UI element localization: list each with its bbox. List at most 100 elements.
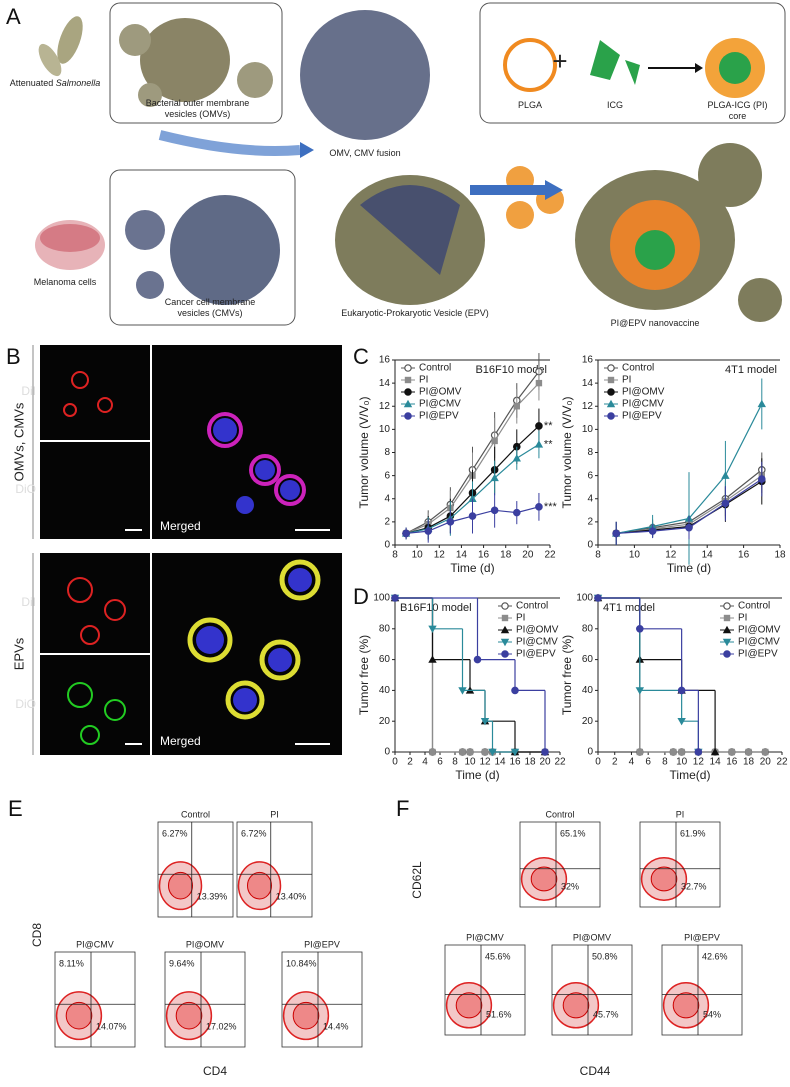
legend-label: PI@CMV — [622, 399, 664, 410]
marker — [728, 748, 736, 756]
row-label: OMVs, CMVs — [11, 402, 26, 481]
legend-label: PI — [516, 613, 525, 624]
percent: 61.9% — [680, 828, 706, 838]
y-tick-label: 8 — [384, 447, 390, 458]
marker — [635, 687, 645, 695]
marker — [710, 747, 720, 756]
percent: 32% — [561, 881, 579, 891]
x-tick-label: 16 — [478, 550, 490, 561]
panel-label: F — [396, 796, 409, 821]
marker — [512, 454, 521, 462]
y-tick-label: 4 — [384, 493, 390, 504]
legend-label: PI — [419, 375, 428, 386]
x-axis-label: Time (d) — [667, 561, 711, 575]
channel-label: DiO — [15, 697, 36, 711]
marker — [535, 379, 543, 387]
legend-marker — [404, 388, 412, 396]
y-tick-label: 60 — [379, 654, 391, 665]
marker — [511, 686, 519, 695]
x-tick-label: 14 — [710, 757, 722, 768]
row-label: EPVs — [11, 637, 26, 670]
legend-marker — [607, 412, 615, 420]
x-tick-label: 18 — [743, 757, 755, 768]
x-tick-label: 14 — [456, 550, 468, 561]
x-tick-label: 22 — [544, 550, 556, 561]
legend-label: PI — [622, 375, 631, 386]
y-tick-label: 6 — [384, 470, 390, 481]
marker — [429, 748, 436, 756]
y-axis-label: Tumor volume (V/V₀) — [357, 397, 371, 509]
marker — [446, 518, 455, 526]
marker — [535, 422, 543, 430]
contour — [650, 866, 678, 892]
x-tick-label: 20 — [539, 757, 551, 768]
marker — [468, 494, 477, 502]
contour — [530, 866, 558, 892]
x-axis-label: Time (d) — [455, 768, 499, 782]
merged-label: Merged — [160, 734, 201, 748]
percent: 6.27% — [162, 828, 188, 838]
y-tick-label: 0 — [384, 540, 390, 551]
y-tick-label: 2 — [384, 517, 390, 528]
legend-label: PI@EPV — [516, 649, 556, 660]
plot-title: PI — [676, 809, 685, 819]
legend-marker — [404, 364, 412, 372]
y-tick-label: 40 — [379, 685, 391, 696]
legend-label: PI@CMV — [516, 637, 558, 648]
x-tick-label: 12 — [665, 550, 677, 561]
y-tick-label: 20 — [582, 716, 594, 727]
y-tick-label: 8 — [587, 447, 593, 458]
annotation: *** — [544, 501, 558, 513]
x-tick-label: 8 — [392, 550, 398, 561]
marker — [612, 529, 621, 538]
channel-label: DiI — [21, 595, 36, 609]
marker — [490, 506, 499, 515]
y-tick-label: 10 — [582, 424, 594, 435]
marker — [677, 718, 686, 726]
x-tick-label: 16 — [509, 757, 521, 768]
marker — [402, 529, 410, 538]
marker — [488, 748, 497, 757]
caption: OMV, CMV fusion — [329, 148, 401, 158]
marker — [459, 748, 466, 756]
legend-marker — [607, 364, 615, 372]
plot-title: PI@OMV — [573, 932, 611, 942]
annotation: ** — [544, 438, 553, 450]
chart-title: 4T1 model — [725, 364, 777, 376]
y-tick-label: 14 — [582, 378, 594, 389]
legend-label: Control — [516, 601, 548, 612]
chart-title: B16F10 model — [475, 364, 547, 376]
percent: 42.6% — [702, 951, 728, 961]
contour — [562, 992, 590, 1019]
plot-title: PI@CMV — [466, 932, 504, 942]
x-axis-label: Time (d) — [450, 561, 494, 575]
plot-title: PI@EPV — [304, 939, 340, 949]
legend-marker — [723, 614, 731, 622]
marker — [424, 527, 433, 535]
channel-label: DiO — [15, 482, 36, 496]
x-tick-label: 18 — [774, 550, 786, 561]
panel-label: B — [6, 344, 21, 369]
marker — [762, 748, 769, 756]
x-tick-label: 22 — [554, 757, 566, 768]
marker — [721, 499, 730, 508]
marker — [391, 594, 399, 602]
marker — [428, 655, 437, 663]
marker — [721, 471, 730, 479]
percent: 32.7% — [681, 881, 707, 891]
legend-label: PI@EPV — [622, 411, 662, 422]
caption: Bacterial outer membrane vesicles (OMVs) — [145, 98, 250, 119]
marker — [534, 440, 544, 448]
plot-title: Control — [545, 809, 574, 819]
legend-marker — [500, 625, 510, 634]
legend-label: Control — [738, 601, 770, 612]
x-tick-label: 10 — [629, 550, 641, 561]
legend-marker — [404, 376, 412, 384]
marker — [636, 624, 644, 633]
y-tick-label: 16 — [379, 355, 391, 366]
x-tick-label: 2 — [612, 757, 618, 768]
x-tick-label: 20 — [522, 550, 534, 561]
legend-label: PI@OMV — [622, 387, 665, 398]
legend-marker — [722, 638, 732, 647]
